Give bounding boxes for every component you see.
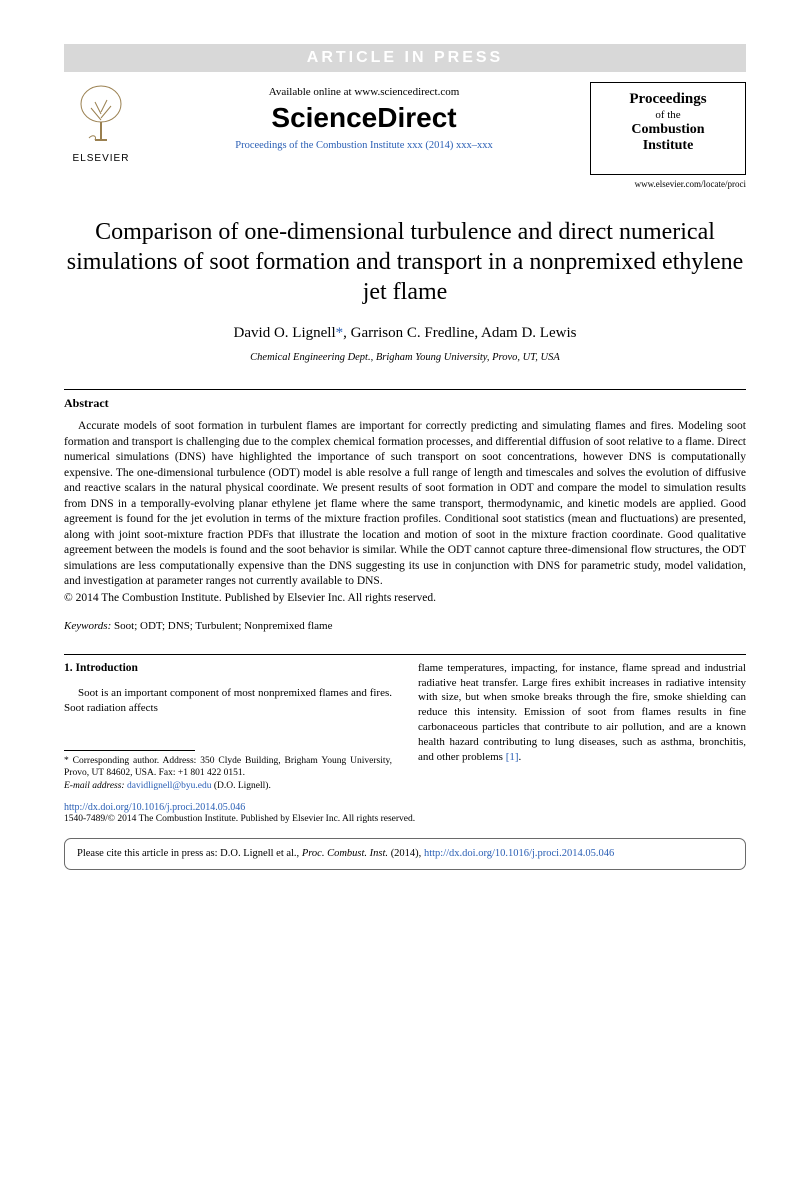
journal-name-1: Proceedings — [595, 91, 741, 108]
email-name: (D.O. Lignell). — [211, 781, 270, 791]
author-2[interactable]: Garrison C. Fredline — [351, 325, 475, 341]
keywords-label: Keywords: — [64, 620, 111, 632]
journal-url[interactable]: www.elsevier.com/locate/proci — [590, 179, 746, 189]
author-1[interactable]: David O. Lignell — [234, 325, 336, 341]
abstract-body: Accurate models of soot formation in tur… — [64, 419, 746, 590]
section-1-heading: 1. Introduction — [64, 661, 392, 677]
footnote-separator — [64, 750, 195, 751]
issn-copyright: 1540-7489/© 2014 The Combustion Institut… — [64, 814, 746, 824]
cite-doi-link[interactable]: http://dx.doi.org/10.1016/j.proci.2014.0… — [424, 848, 614, 859]
elsevier-label: ELSEVIER — [64, 153, 138, 164]
abstract-copyright: © 2014 The Combustion Institute. Publish… — [64, 592, 746, 604]
header-row: ELSEVIER Available online at www.science… — [64, 82, 746, 189]
author-sep: , — [343, 325, 351, 341]
cite-pre: Please cite this article in press as: D.… — [77, 848, 302, 859]
intro-text-1: flame temperatures, impacting, for insta… — [418, 662, 746, 763]
intro-para-right: flame temperatures, impacting, for insta… — [418, 661, 746, 765]
doi-link[interactable]: http://dx.doi.org/10.1016/j.proci.2014.0… — [64, 802, 746, 813]
cite-year: (2014), — [388, 848, 424, 859]
elsevier-tree-icon — [69, 82, 133, 146]
sciencedirect-logo: ScienceDirect — [150, 102, 578, 134]
corresponding-star-icon[interactable]: * — [336, 325, 344, 341]
elsevier-logo: ELSEVIER — [64, 82, 138, 164]
citation-box: Please cite this article in press as: D.… — [64, 838, 746, 870]
corresponding-footnote: * Corresponding author. Address: 350 Cly… — [64, 755, 392, 792]
left-column: 1. Introduction Soot is an important com… — [64, 661, 392, 792]
article-title: Comparison of one-dimensional turbulence… — [64, 217, 746, 307]
keywords: Keywords: Soot; ODT; DNS; Turbulent; Non… — [64, 620, 746, 632]
journal-reference[interactable]: Proceedings of the Combustion Institute … — [150, 140, 578, 151]
cite-journal: Proc. Combust. Inst. — [302, 848, 388, 859]
journal-box: Proceedings of the Combustion Institute — [590, 82, 746, 175]
citation-ref-1[interactable]: [1] — [506, 751, 519, 763]
abstract-heading: Abstract — [64, 396, 746, 411]
corr-email-line: E-mail address: davidlignell@byu.edu (D.… — [64, 780, 392, 792]
author-3[interactable]: Adam D. Lewis — [481, 325, 576, 341]
journal-cover-block: Proceedings of the Combustion Institute … — [590, 82, 746, 189]
divider — [64, 654, 746, 655]
journal-name-4: Institute — [595, 138, 741, 154]
keywords-text: Soot; ODT; DNS; Turbulent; Nonpremixed f… — [111, 620, 332, 632]
right-column: flame temperatures, impacting, for insta… — [418, 661, 746, 792]
journal-name-2: of the — [595, 109, 741, 121]
body-columns: 1. Introduction Soot is an important com… — [64, 661, 746, 792]
authors: David O. Lignell*, Garrison C. Fredline,… — [64, 325, 746, 342]
header-center: Available online at www.sciencedirect.co… — [150, 82, 578, 151]
corr-address: * Corresponding author. Address: 350 Cly… — [64, 755, 392, 780]
email-link[interactable]: davidlignell@byu.edu — [127, 781, 211, 791]
divider — [64, 389, 746, 390]
email-label: E-mail address: — [64, 781, 125, 791]
available-online-text: Available online at www.sciencedirect.co… — [150, 86, 578, 98]
intro-text-2: . — [519, 751, 522, 763]
affiliation: Chemical Engineering Dept., Brigham Youn… — [64, 352, 746, 363]
journal-name-3: Combustion — [595, 122, 741, 138]
article-in-press-banner: ARTICLE IN PRESS — [64, 44, 746, 72]
intro-para-left: Soot is an important component of most n… — [64, 686, 392, 716]
